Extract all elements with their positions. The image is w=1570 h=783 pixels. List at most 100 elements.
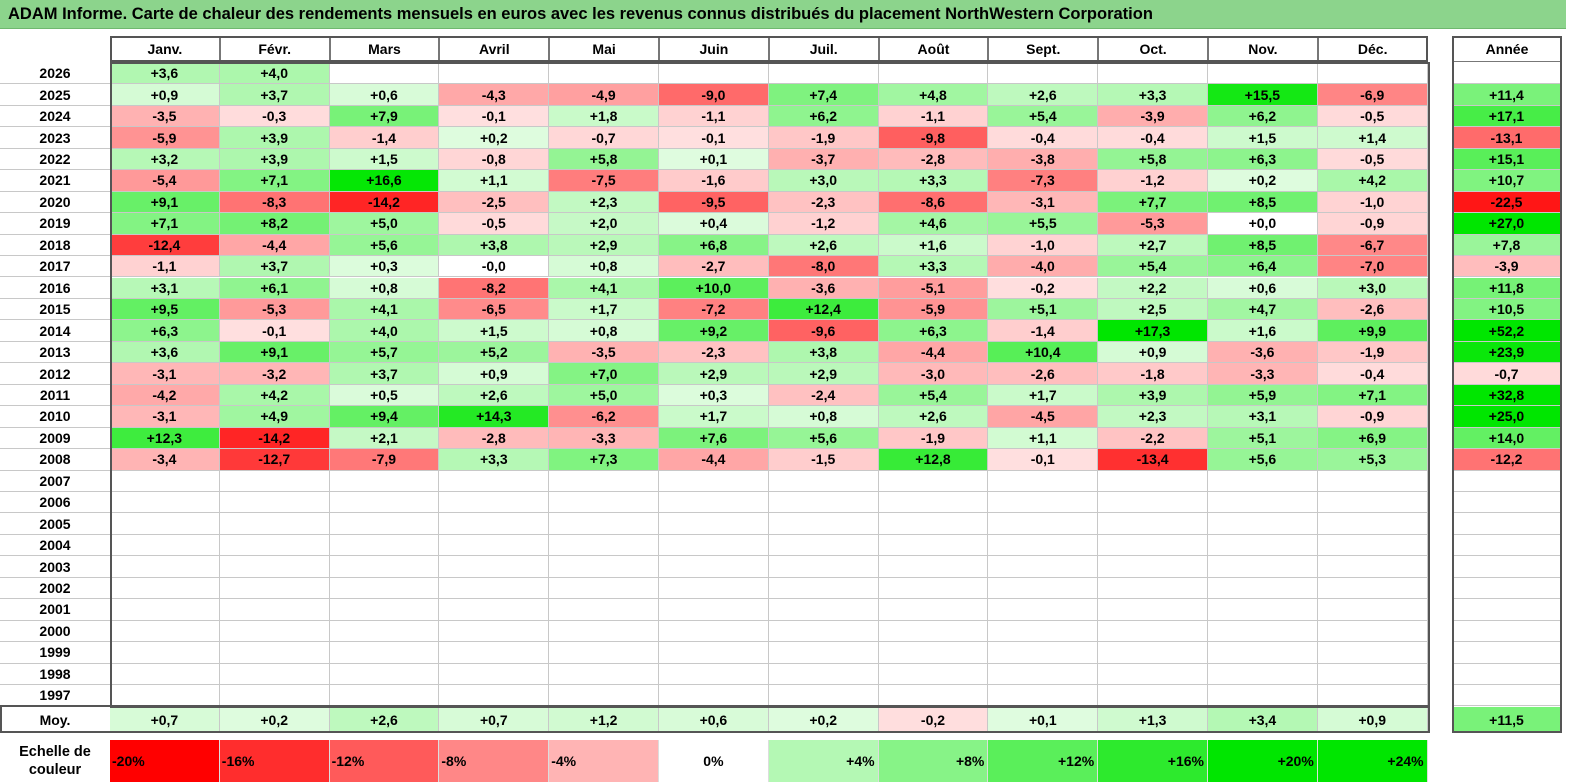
heat-cell	[659, 663, 769, 686]
heat-cell: +3,3	[1098, 84, 1208, 106]
heat-cell: +0,9	[1098, 341, 1208, 364]
heat-cell: +3,9	[219, 127, 330, 149]
heat-cell	[549, 534, 659, 557]
heat-cell: +4,9	[219, 406, 330, 428]
heat-cell	[219, 685, 330, 707]
heat-cell: +6,1	[219, 277, 330, 299]
heat-cell: -3,0	[878, 363, 989, 385]
heat-cell: +8,5	[1208, 191, 1318, 214]
heat-cell	[988, 685, 1099, 707]
heat-cell: -14,2	[219, 427, 330, 450]
avg-cell: +0,1	[988, 707, 1099, 733]
heat-cell: -0,5	[1317, 148, 1428, 171]
heat-cell: +3,3	[878, 170, 989, 192]
avg-cell: -0,2	[878, 707, 989, 733]
heat-cell: +5,6	[768, 427, 879, 450]
heat-cell: +2,3	[1098, 406, 1208, 428]
heat-cell: +4,1	[549, 277, 659, 299]
heat-cell	[1208, 492, 1318, 514]
heat-cell	[1317, 642, 1428, 664]
heat-cell: +5,1	[1208, 427, 1318, 450]
year-label: 2006	[0, 492, 110, 514]
heat-cell: -3,3	[1208, 363, 1318, 385]
heat-cell	[878, 642, 989, 664]
heat-cell: +2,6	[878, 406, 989, 428]
heat-cell	[1098, 513, 1208, 535]
annual-cell	[1452, 620, 1562, 643]
year-label: 2023	[0, 127, 110, 149]
heat-cell: +5,0	[329, 213, 440, 235]
heat-cell	[1208, 599, 1318, 621]
heat-cell: +4,2	[1317, 170, 1428, 192]
heat-cell: +3,0	[768, 170, 879, 192]
month-header: Oct.	[1098, 36, 1208, 62]
heat-cell: +2,9	[549, 234, 659, 257]
heat-cell	[1098, 599, 1208, 621]
heat-cell: +12,3	[110, 427, 220, 450]
heat-cell: +3,9	[1098, 384, 1208, 407]
heat-cell: +5,8	[1098, 148, 1208, 171]
heat-cell: -3,6	[768, 277, 879, 299]
heat-cell	[1317, 620, 1428, 643]
heat-cell: +7,9	[329, 105, 440, 128]
heat-cell: -1,1	[878, 105, 989, 128]
heat-cell: -2,8	[439, 427, 550, 450]
heat-cell: +2,1	[329, 427, 440, 450]
heat-cell	[988, 620, 1099, 643]
heat-cell: +5,0	[549, 384, 659, 407]
heat-cell: +12,4	[768, 298, 879, 321]
heat-cell: +7,0	[549, 363, 659, 385]
heat-cell	[1098, 577, 1208, 600]
heat-cell	[659, 642, 769, 664]
heat-cell: -3,8	[988, 148, 1099, 171]
heat-cell	[659, 63, 769, 85]
year-label: 2015	[0, 299, 110, 321]
heat-cell: +9,9	[1317, 320, 1428, 342]
heat-cell: -2,3	[659, 341, 769, 364]
heat-cell	[878, 599, 989, 621]
heat-cell: -7,0	[1317, 256, 1428, 278]
heat-cell: -5,1	[878, 277, 989, 299]
year-label: 2024	[0, 106, 110, 128]
heat-cell: +1,1	[439, 170, 550, 192]
heat-cell: -3,6	[1208, 341, 1318, 364]
annual-cell	[1452, 492, 1562, 514]
heat-cell	[1208, 63, 1318, 85]
heat-cell	[110, 620, 220, 643]
heat-cell	[878, 492, 989, 514]
heat-cell	[219, 577, 330, 600]
heat-cell: -1,0	[988, 234, 1099, 257]
heat-cell	[659, 470, 769, 492]
heat-cell: -6,9	[1317, 84, 1428, 106]
heat-cell	[439, 685, 550, 707]
heat-cell	[988, 63, 1099, 85]
chart-title: ADAM Informe. Carte de chaleur des rende…	[8, 5, 1153, 23]
heat-cell	[1208, 620, 1318, 643]
heat-cell	[988, 577, 1099, 600]
color-scale-swatch: +16%	[1098, 740, 1208, 782]
heat-cell: +0,6	[329, 84, 440, 106]
month-header: Sept.	[988, 36, 1099, 62]
heat-cell	[1208, 642, 1318, 664]
heat-cell: +0,5	[329, 384, 440, 407]
heat-cell	[219, 534, 330, 557]
heat-cell	[878, 534, 989, 557]
heat-cell: +0,9	[110, 84, 220, 106]
annual-cell: -12,2	[1452, 449, 1562, 471]
heat-cell	[988, 556, 1099, 578]
heat-cell	[219, 492, 330, 514]
heat-cell	[549, 663, 659, 686]
heat-cell: +3,3	[439, 449, 550, 471]
month-header: Avril	[439, 36, 550, 62]
heat-cell: +9,4	[329, 406, 440, 428]
year-label: 2021	[0, 170, 110, 192]
heat-cell	[1208, 534, 1318, 557]
heat-cell: -9,8	[878, 127, 989, 149]
heat-cell	[329, 556, 440, 578]
heat-cell: +7,4	[768, 84, 879, 106]
heat-cell: +0,8	[549, 256, 659, 278]
month-header: Mai	[549, 36, 659, 62]
heat-cell	[1208, 556, 1318, 578]
heat-cell: +1,6	[878, 234, 989, 257]
heat-cell	[878, 470, 989, 492]
